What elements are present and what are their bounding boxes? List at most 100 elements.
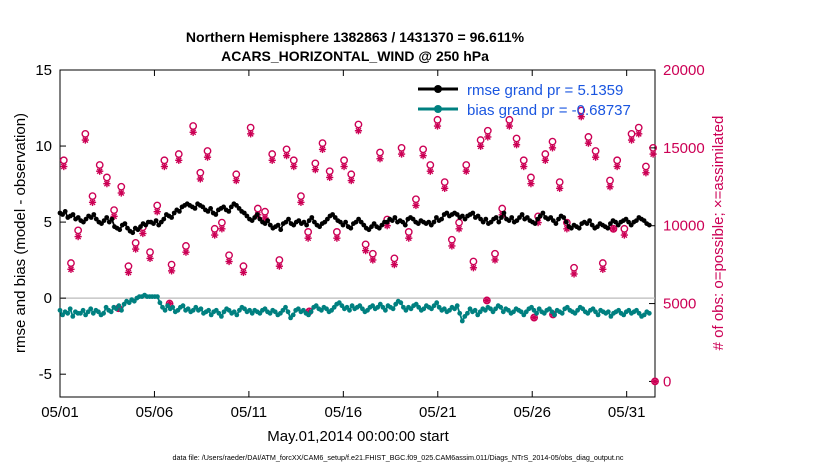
obs-possible-marker — [153, 201, 162, 210]
obs-assimilated-marker — [318, 145, 327, 154]
x-ticks: 05/01 05/06 05/11 05/16 05/21 05/26 05/31 — [41, 70, 645, 421]
obs-assimilated-marker — [441, 184, 449, 192]
bias-point — [108, 309, 114, 315]
obs-assimilated-marker — [211, 231, 219, 239]
bias-point — [605, 309, 611, 315]
y-tick-label-left: 0 — [44, 290, 52, 307]
obs-assimilated-marker — [419, 152, 427, 160]
obs-possible-marker — [217, 218, 226, 227]
obs-assimilated-marker — [491, 256, 499, 264]
rmse-point — [104, 215, 110, 220]
obs-possible-marker — [368, 249, 377, 258]
obs-possible-marker — [189, 122, 198, 130]
obs-possible-marker — [81, 129, 90, 138]
rmse-point — [286, 216, 291, 222]
obs-possible-marker — [246, 123, 255, 132]
obs-possible-marker — [325, 167, 334, 176]
obs-assimilated-marker — [477, 142, 485, 150]
obs-assimilated-marker — [247, 130, 255, 138]
rmse-point — [576, 225, 582, 231]
obs-assimilated-marker — [530, 313, 538, 322]
x-tick-label: 05/21 — [419, 404, 457, 421]
bias-point — [552, 312, 557, 318]
rmse-point — [470, 210, 476, 216]
obs-possible-marker — [613, 156, 622, 165]
rmse-point — [161, 216, 167, 222]
rmse-point — [254, 212, 260, 217]
obs-possible-marker — [174, 150, 183, 158]
obs-assimilated-marker — [469, 264, 478, 272]
obs-assimilated-marker — [203, 153, 212, 161]
y-tick-label-right: 15000 — [663, 140, 705, 157]
bias-point — [198, 306, 204, 312]
y-tick-label-left: 10 — [35, 138, 52, 155]
obs-possible-marker — [462, 161, 471, 169]
bias-point — [116, 303, 122, 309]
bias-point — [646, 310, 652, 316]
obs-possible-marker — [74, 226, 83, 235]
obs-possible-marker — [491, 249, 499, 258]
obs-possible-marker — [447, 235, 456, 244]
rmse-point — [226, 209, 232, 214]
obs-assimilated-marker — [88, 198, 97, 206]
obs-possible-marker — [117, 182, 126, 191]
bias-point — [180, 303, 186, 309]
obs-assimilated-marker — [160, 162, 168, 171]
obs-assimilated-marker — [376, 155, 384, 163]
obs-assimilated-marker — [311, 166, 319, 174]
y-tick-label-right: 0 — [663, 373, 671, 390]
obs-possible-marker — [376, 148, 384, 157]
legend-rmse-marker — [434, 85, 442, 93]
bias-point — [283, 304, 288, 310]
obs-assimilated-marker — [556, 184, 564, 192]
chart-title-line2: ACARS_HORIZONTAL_WIND @ 250 hPa — [221, 48, 489, 64]
rmse-point — [91, 212, 97, 217]
bias-point — [65, 310, 71, 316]
rmse-point — [392, 215, 398, 220]
obs-assimilated-marker — [103, 180, 111, 188]
obs-assimilated-marker — [167, 267, 176, 275]
obs-assimilated-marker — [390, 261, 398, 269]
obs-assimilated-marker — [218, 225, 226, 233]
x-tick-label: 05/16 — [325, 404, 363, 421]
rmse-point — [192, 206, 198, 211]
rmse-point — [499, 215, 504, 220]
obs-assimilated-marker — [541, 156, 549, 164]
rmse-point — [563, 219, 569, 225]
obs-assimilated-marker — [635, 130, 643, 138]
y-tick-label-left: 15 — [35, 62, 52, 79]
rmse-point — [501, 210, 507, 216]
obs-possible-marker — [239, 262, 248, 271]
bias-point — [101, 310, 106, 316]
obs-possible-marker — [598, 259, 607, 267]
bias-point — [162, 307, 168, 313]
legend-rmse-label: rmse grand pr = 5.1359 — [467, 82, 623, 99]
bias-point — [434, 300, 440, 306]
obs-assimilated-marker — [520, 162, 528, 171]
obs-possible-marker — [232, 170, 241, 179]
obs-assimilated-marker — [649, 150, 657, 158]
obs-possible-marker — [426, 161, 435, 169]
obs-possible-marker — [196, 168, 205, 177]
bias-point — [498, 304, 504, 310]
obs-possible-marker — [404, 228, 413, 236]
obs-assimilated-marker — [304, 234, 312, 242]
obs-assimilated-marker — [369, 256, 377, 264]
rmse-point — [532, 221, 538, 227]
obs-assimilated-marker — [60, 162, 68, 171]
rmse-point — [343, 219, 348, 225]
obs-possible-marker — [102, 173, 111, 182]
obs-possible-marker — [512, 134, 521, 143]
bias-point — [459, 318, 465, 324]
y-ticks-right: 0 5000 10000 15000 20000 — [649, 62, 705, 390]
bias-point — [80, 307, 86, 313]
legend-bias-label: bias grand pr = -0.68737 — [467, 102, 631, 119]
obs-possible-marker — [634, 123, 643, 132]
bias-point — [454, 303, 460, 309]
bias-point — [88, 306, 94, 312]
obs-assimilated-marker — [592, 153, 600, 161]
legend-bias-marker — [434, 105, 442, 113]
y-tick-label-left: 5 — [44, 214, 52, 231]
obs-assimilated-marker — [189, 128, 197, 136]
obs-possible-marker — [261, 207, 269, 216]
